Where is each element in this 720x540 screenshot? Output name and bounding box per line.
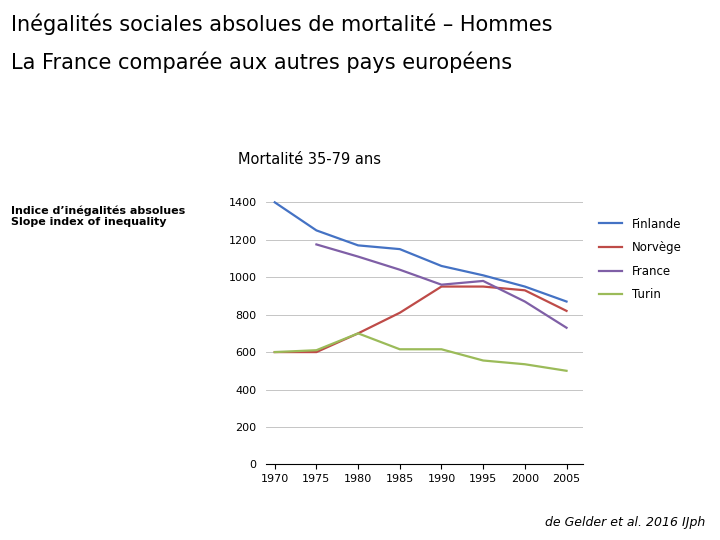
- Turin: [271, 349, 279, 355]
- Legend: Finlande, Norvège, France, Turin: Finlande, Norvège, France, Turin: [598, 218, 682, 301]
- Norvège: [521, 287, 529, 294]
- Line: Turin: Turin: [275, 333, 567, 371]
- Line: Finlande: Finlande: [275, 202, 567, 301]
- Norvège: [479, 284, 487, 290]
- Norvège: [312, 349, 320, 355]
- France: [562, 325, 571, 331]
- Text: Mortalité 35-79 ans: Mortalité 35-79 ans: [238, 152, 381, 167]
- Turin: [479, 357, 487, 364]
- France: [479, 278, 487, 284]
- Line: Norvège: Norvège: [275, 287, 567, 352]
- Norvège: [354, 330, 362, 336]
- Norvège: [562, 308, 571, 314]
- Finlande: [437, 263, 446, 269]
- Text: Inégalités sociales absolues de mortalité – Hommes: Inégalités sociales absolues de mortalit…: [11, 14, 552, 35]
- Finlande: [395, 246, 404, 252]
- Finlande: [312, 227, 320, 234]
- Turin: [437, 346, 446, 353]
- France: [354, 253, 362, 260]
- Line: France: France: [316, 245, 567, 328]
- Text: de Gelder et al. 2016 IJph: de Gelder et al. 2016 IJph: [545, 516, 706, 529]
- Finlande: [562, 298, 571, 305]
- Turin: [312, 347, 320, 354]
- Finlande: [479, 272, 487, 279]
- Text: Indice d’inégalités absolues
Slope index of inequality: Indice d’inégalités absolues Slope index…: [11, 205, 185, 227]
- Norvège: [395, 309, 404, 316]
- Finlande: [271, 199, 279, 206]
- Text: La France comparée aux autres pays européens: La France comparée aux autres pays europ…: [11, 51, 512, 73]
- Turin: [354, 330, 362, 336]
- France: [437, 281, 446, 288]
- France: [521, 298, 529, 305]
- Turin: [395, 346, 404, 353]
- France: [395, 266, 404, 273]
- Turin: [562, 368, 571, 374]
- Finlande: [354, 242, 362, 248]
- France: [312, 241, 320, 248]
- Finlande: [521, 284, 529, 290]
- Turin: [521, 361, 529, 368]
- Norvège: [437, 284, 446, 290]
- Norvège: [271, 349, 279, 355]
